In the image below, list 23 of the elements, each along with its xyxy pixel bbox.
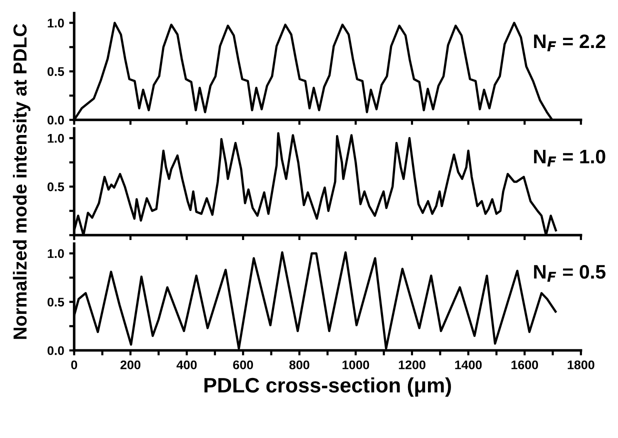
x-tick-label: 1800 — [568, 360, 594, 370]
x-tick-label: 1000 — [342, 360, 370, 370]
annotation: N$_{F}$ = 0.5 — [534, 264, 606, 282]
y-tick-label: 0.5 — [48, 298, 64, 307]
x-tick-label: 400 — [176, 360, 197, 370]
y-tick-label: 0.5 — [48, 67, 64, 76]
annotation: N$_{F}$ = 1.0 — [534, 150, 606, 166]
x-tick-label: 0 — [71, 360, 78, 370]
y-tick-label: 0.0 — [48, 116, 64, 125]
x-axis-title: PDLC cross-section (μm) — [204, 377, 451, 397]
x-tick-label: 1600 — [512, 360, 538, 370]
y-tick-label: 0.0 — [48, 346, 64, 356]
x-tick-label: 600 — [233, 360, 253, 370]
x-tick-label: 200 — [120, 360, 140, 370]
y-tick-label: 1.0 — [48, 134, 64, 143]
x-tick-label: 800 — [289, 360, 310, 370]
x-tick-label: 1400 — [455, 360, 482, 370]
x-tick-label: 1200 — [398, 360, 426, 370]
y-axis-title: Normalized mode intensity at PDLC — [12, 24, 30, 339]
y-tick-label: 1.0 — [48, 18, 64, 28]
annotation: N$_{F}$ = 2.2 — [534, 34, 606, 52]
y-tick-label: 0.5 — [48, 182, 64, 192]
y-tick-label: 1.0 — [48, 249, 64, 258]
